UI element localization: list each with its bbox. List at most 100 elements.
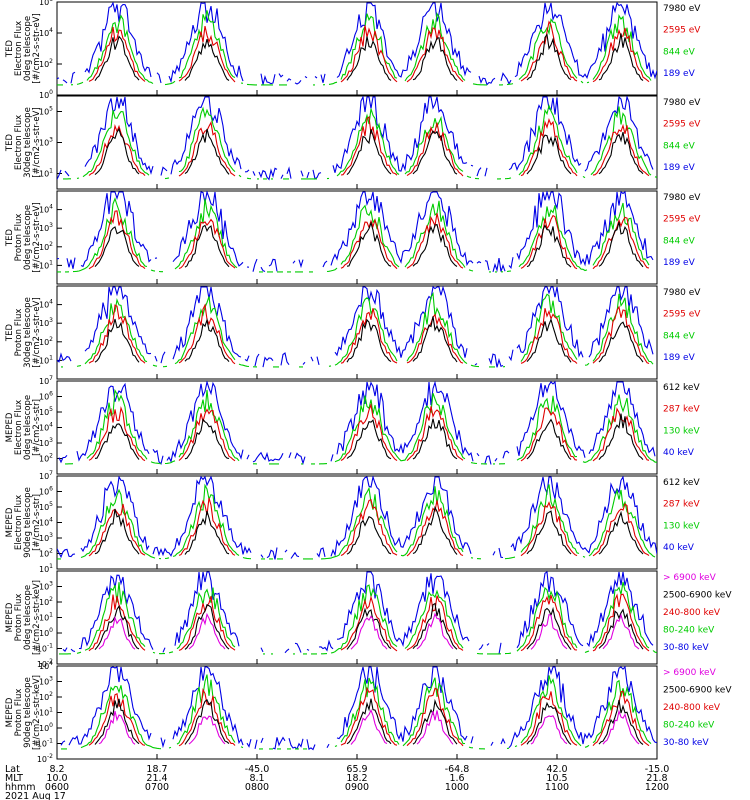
- y-tick-label: 10-1: [37, 643, 53, 654]
- y-tick-label: 101: [39, 168, 53, 179]
- series-trace: [57, 199, 653, 272]
- y-tick-label: 102: [39, 548, 53, 559]
- series-trace: [88, 402, 650, 462]
- x-row-label-lat: Lat: [5, 764, 20, 775]
- x-tick-label-hhmm: 0600: [45, 782, 69, 793]
- y-axis-label-line: Proton Flux: [14, 309, 24, 357]
- legend-entry: 2595 eV: [663, 26, 701, 36]
- y-tick-label: 104: [39, 27, 53, 38]
- x-tick-label-mlt: 1.6: [449, 773, 464, 784]
- x-tick-label-hhmm: 0900: [345, 782, 369, 793]
- x-tick-label-hhmm: 1200: [645, 782, 669, 793]
- y-axis-label-line: [#/cm2-s-str-eV]: [32, 13, 42, 83]
- traces: [58, 381, 657, 466]
- x-tick-label-lat: -45.0: [245, 764, 270, 775]
- legend-entry: 189 eV: [663, 353, 696, 363]
- series-trace: [59, 581, 657, 655]
- y-tick-label: 10-2: [37, 658, 53, 669]
- series-trace: [88, 686, 650, 747]
- y-axis-label-line: [#/cm2-s-str-keV]: [32, 580, 42, 655]
- y-tick-label: 102: [39, 336, 53, 347]
- legend-entry: 287 keV: [663, 405, 700, 415]
- y-tick-label: 101: [39, 354, 53, 365]
- series-trace: [57, 2, 657, 86]
- legend-entry: 2595 eV: [663, 310, 701, 320]
- y-tick-label: 106: [39, 0, 53, 7]
- panel-5: 102 103 104 105 106 107 MEPED Electron Flux 0deg…: [5, 375, 700, 475]
- x-tick-label-lat: -64.8: [445, 764, 470, 775]
- panel-6: 101 102 103 104 105 106 107 MEPED Electron Flux 9…: [5, 470, 700, 574]
- y-axis-label-line: TED: [5, 228, 15, 247]
- y-axis-label-line: [#/cm2-s-str-eV]: [32, 297, 42, 367]
- x-tick-label-hhmm: 1100: [545, 782, 569, 793]
- panel-8: 10-2 10-1 100 101 102 103 104 MEPED Proton Flux 9…: [5, 660, 732, 764]
- y-tick-label: 102: [39, 241, 53, 252]
- series-trace: [65, 388, 657, 465]
- y-tick-label: 101: [39, 707, 53, 718]
- y-tick-label: 104: [39, 517, 53, 528]
- y-axis-label-line: MEPED: [5, 602, 15, 632]
- series-trace: [94, 127, 644, 176]
- series-trace: [88, 497, 650, 557]
- x-tick-label-lat: 42.0: [546, 764, 567, 775]
- legend-entry: 189 eV: [663, 258, 696, 268]
- y-tick-label: 104: [39, 204, 53, 215]
- legend-entry: 130 keV: [663, 521, 700, 531]
- legend-entry: 844 eV: [663, 141, 696, 151]
- y-tick-label: 10-1: [37, 738, 53, 749]
- x-tick-label-mlt: 8.1: [249, 773, 264, 784]
- y-tick-label: 105: [39, 501, 53, 512]
- y-tick-label: 100: [39, 89, 53, 100]
- traces: [59, 571, 657, 655]
- x-tick-label-lat: -15.0: [645, 764, 670, 775]
- legend-entry: 2595 eV: [663, 215, 701, 225]
- x-tick-label-mlt: 18.2: [346, 773, 367, 784]
- y-tick-label: 106: [39, 486, 53, 497]
- legend-entry: 40 keV: [663, 543, 695, 553]
- y-axis-label-line: Proton Flux: [14, 214, 24, 262]
- legend-entry: 612 keV: [663, 478, 700, 488]
- series-trace: [57, 483, 656, 560]
- x-tick-label-lat: 18.7: [146, 764, 167, 775]
- y-axis-label-line: Electron Flux: [14, 21, 24, 76]
- y-tick-label: 102: [39, 596, 53, 607]
- x-row-label-hhmm: hhmm: [5, 782, 36, 793]
- x-tick-label-mlt: 21.4: [146, 773, 167, 784]
- y-tick-label: 105: [39, 106, 53, 117]
- legend-entry: 844 eV: [663, 236, 696, 246]
- y-axis-label-line: 90deg telescope: [23, 487, 33, 558]
- legend-entry: 80-240 keV: [663, 626, 715, 636]
- y-axis-label-line: TED: [5, 39, 15, 58]
- legend-entry: 7980 eV: [663, 98, 701, 108]
- series-trace: [94, 505, 644, 555]
- y-axis-label-line: Electron Flux: [14, 495, 24, 550]
- x-tick-label-lat: 8.2: [49, 764, 64, 775]
- y-axis-label-line: [#/cm2-s-str-keV]: [32, 675, 42, 750]
- y-axis-label-line: [#/cm2-s-str]: [32, 494, 42, 551]
- traces: [57, 192, 657, 272]
- y-tick-label: 102: [39, 453, 53, 464]
- x-tick-label-hhmm: 1000: [445, 782, 469, 793]
- series-trace: [88, 20, 650, 83]
- y-axis-label-line: [#/cm2-s-str-eV]: [32, 107, 42, 177]
- legend-entry: 130 keV: [663, 426, 700, 436]
- series-trace: [58, 381, 656, 466]
- traces: [57, 2, 657, 86]
- y-tick-label: 104: [39, 422, 53, 433]
- y-axis-label-line: Electron Flux: [14, 400, 24, 455]
- panel-2: 101 103 105 TED Electron Flux 30deg telescope…: [5, 95, 701, 190]
- y-tick-label: 100: [39, 627, 53, 638]
- y-axis-label-line: 30deg telescope: [23, 107, 33, 178]
- y-tick-label: 101: [39, 259, 53, 270]
- legend-entry: > 6900 keV: [663, 573, 717, 583]
- legend-entry: 189 eV: [663, 69, 696, 79]
- y-axis-label-line: Electron Flux: [14, 115, 24, 170]
- y-axis-label-line: TED: [5, 323, 15, 342]
- y-axis-label-line: 90deg telescope: [23, 677, 33, 748]
- legend-entry: > 6900 keV: [663, 668, 717, 678]
- y-axis-label-line: 30deg telescope: [23, 297, 33, 368]
- panel-7: 10-2 10-1 100 101 102 103 MEPED Proton Flux 0deg…: [5, 570, 732, 669]
- panel-3: 101 102 103 104 TED Proton Flux 0deg telescope…: [5, 190, 701, 285]
